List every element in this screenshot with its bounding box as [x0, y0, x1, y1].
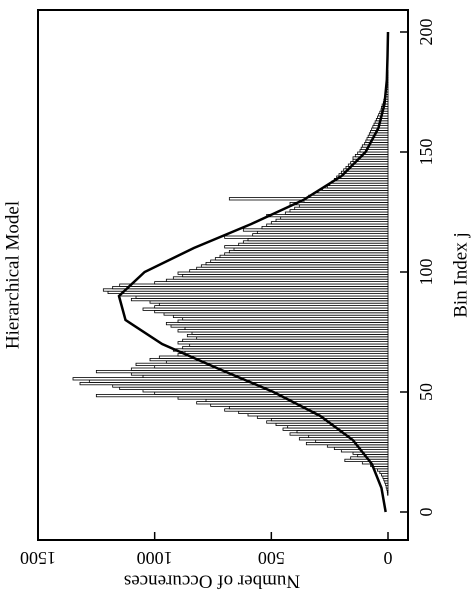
- y-tick-label: 500: [258, 548, 285, 568]
- x-tick-label: 0: [416, 508, 436, 517]
- fit-curve: [117, 31, 390, 513]
- plot-frame: [37, 9, 409, 541]
- chart-title: Hierarchical Model: [2, 201, 23, 349]
- x-tick-label: 200: [416, 19, 436, 46]
- x-axis-title: Bin Index j: [450, 232, 471, 318]
- y-axis-title: Number of Occurences: [124, 571, 300, 592]
- x-tick-label: 100: [416, 259, 436, 286]
- x-tick-label: 150: [416, 139, 436, 166]
- y-tick-label: 1000: [137, 548, 173, 568]
- y-tick-label: 1500: [20, 548, 56, 568]
- y-tick-label: 0: [384, 548, 393, 568]
- x-tick-label: 50: [416, 383, 436, 401]
